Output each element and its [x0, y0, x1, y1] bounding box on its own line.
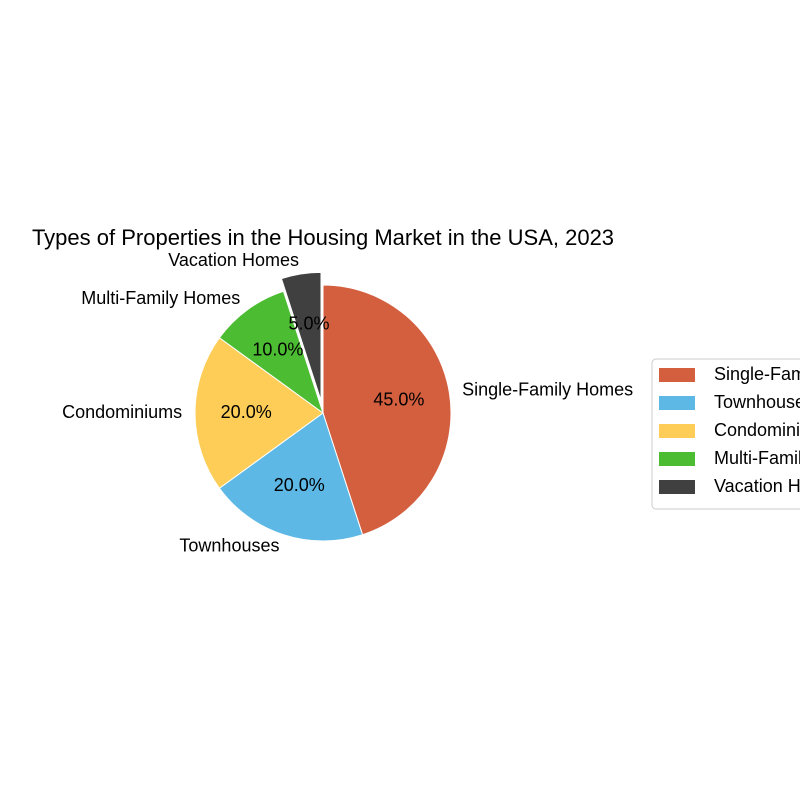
legend-label-multi-family-homes: Multi-Family Homes: [714, 448, 800, 468]
slice-label-condominiums: Condominiums: [62, 402, 182, 422]
pie-slices: [194, 271, 452, 542]
slice-percent-vacation-homes: 5.0%: [288, 313, 329, 333]
slice-percent-single-family-homes: 45.0%: [373, 390, 424, 410]
legend-swatch-condominiums: [659, 424, 695, 438]
legend-label-townhouses: Townhouses: [714, 392, 800, 412]
pie-slice-townhouses: [218, 412, 364, 542]
legend-swatch-vacation-homes: [659, 480, 695, 494]
slice-percent-townhouses: 20.0%: [274, 475, 325, 495]
legend: Single-Family Homes Townhouses Condominium…: [651, 358, 800, 510]
legend-label-single-family-homes: Single-Family Homes: [714, 364, 800, 384]
legend-label-vacation-homes: Vacation Homes: [714, 476, 800, 496]
pie-slice-multi-family-homes: [218, 290, 324, 415]
chart-title: Types of Properties in the Housing Marke…: [32, 225, 614, 250]
slice-label-townhouses: Townhouses: [179, 536, 279, 556]
slice-label-vacation-homes: Vacation Homes: [168, 250, 299, 270]
legend-label-condominiums: Condominiums: [714, 420, 800, 440]
slice-label-multi-family-homes: Multi-Family Homes: [81, 288, 240, 308]
legend-swatch-multi-family-homes: [659, 452, 695, 466]
pie-labels: Single-Family Homes 45.0% Townhouses 20.0% C…: [62, 250, 633, 556]
legend-swatch-single-family-homes: [659, 368, 695, 382]
pie-slice-condominiums: [194, 337, 324, 489]
pie-slice-single-family-homes: [322, 284, 452, 536]
slice-label-single-family-homes: Single-Family Homes: [462, 380, 633, 400]
pie-slice-vacation-homes: [280, 271, 322, 401]
slice-percent-condominiums: 20.0%: [221, 402, 272, 422]
slice-percent-multi-family-homes: 10.0%: [252, 340, 303, 360]
legend-swatch-townhouses: [659, 396, 695, 410]
